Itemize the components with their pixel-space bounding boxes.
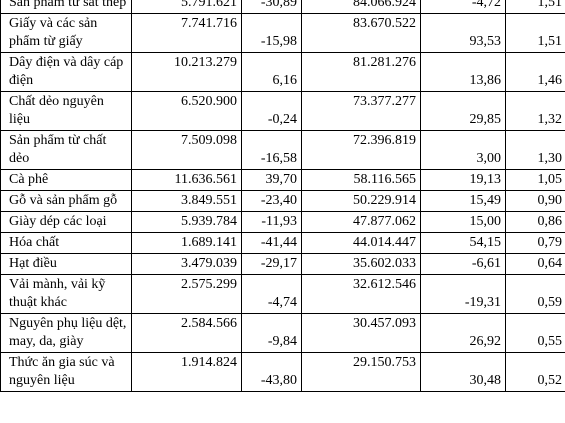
- value: 6.520.900: [131, 91, 242, 131]
- table-row: Gỗ và sản phẩm gỗ 3.849.551 -23,40 50.229.9…: [0, 190, 565, 212]
- share: 1,05: [505, 169, 565, 191]
- share: 1,51: [505, 13, 565, 53]
- product-name: Hóa chất: [0, 232, 132, 254]
- value: 2.584.566: [131, 313, 242, 353]
- product-name: Hạt điều: [0, 253, 132, 275]
- table-row: Giấy và các sản phẩm từ giấy 7.741.716 -15…: [0, 13, 565, 53]
- value: 84.066.924: [301, 0, 421, 14]
- change: -15,98: [241, 13, 302, 53]
- product-name: Giấy và các sản phẩm từ giấy: [0, 13, 132, 53]
- product-name: Cà phê: [0, 169, 132, 191]
- share: 0,79: [505, 232, 565, 254]
- share: 1,51: [505, 0, 565, 14]
- change: -4,72: [420, 0, 506, 14]
- change: -41,44: [241, 232, 302, 254]
- change: 29,85: [420, 91, 506, 131]
- product-name: Sản phẩm từ sắt thép: [0, 0, 132, 14]
- change: 13,86: [420, 52, 506, 92]
- table-row: Nguyên phụ liệu dệt, may, da, giày 2.584.…: [0, 313, 565, 353]
- table-row: Chất dẻo nguyên liệu 6.520.900 -0,24 73.377…: [0, 91, 565, 131]
- value: 29.150.753: [301, 352, 421, 392]
- value: 3.849.551: [131, 190, 242, 212]
- share: 0,52: [505, 352, 565, 392]
- product-name: Thức ăn gia súc và nguyên liệu: [0, 352, 132, 392]
- share: 0,86: [505, 211, 565, 233]
- change: -29,17: [241, 253, 302, 275]
- share: 0,59: [505, 274, 565, 314]
- share: 1,32: [505, 91, 565, 131]
- product-name: Vải mành, vải kỹ thuật khác: [0, 274, 132, 314]
- change: -9,84: [241, 313, 302, 353]
- change: 54,15: [420, 232, 506, 254]
- value: 72.396.819: [301, 130, 421, 170]
- table-row: Hóa chất 1.689.141 -41,44 44.014.447 54,15 0,…: [0, 232, 565, 254]
- value: 83.670.522: [301, 13, 421, 53]
- change: -30,89: [241, 0, 302, 14]
- table-row: Vải mành, vải kỹ thuật khác 2.575.299 -4,7…: [0, 274, 565, 314]
- value: 10.213.279: [131, 52, 242, 92]
- value: 50.229.914: [301, 190, 421, 212]
- table-row: Cà phê 11.636.561 39,70 58.116.565 19,13 1,05: [0, 169, 565, 191]
- share: 0,90: [505, 190, 565, 212]
- share: 1,46: [505, 52, 565, 92]
- change: -11,93: [241, 211, 302, 233]
- value: 1.689.141: [131, 232, 242, 254]
- value: 81.281.276: [301, 52, 421, 92]
- value: 5.791.621: [131, 0, 242, 14]
- share: 0,55: [505, 313, 565, 353]
- change: 30,48: [420, 352, 506, 392]
- change: -0,24: [241, 91, 302, 131]
- share: 0,64: [505, 253, 565, 275]
- value: 11.636.561: [131, 169, 242, 191]
- table-row: Giày dép các loại 5.939.784 -11,93 47.877.0…: [0, 211, 565, 233]
- table-body: Sản phẩm từ sắt thép 5.791.621 -30,89 84.06…: [0, 0, 565, 392]
- product-name: Nguyên phụ liệu dệt, may, da, giày: [0, 313, 132, 353]
- value: 73.377.277: [301, 91, 421, 131]
- data-table: Sản phẩm từ sắt thép 5.791.621 -30,89 84.06…: [0, 0, 565, 392]
- value: 30.457.093: [301, 313, 421, 353]
- table-row: Sản phẩm từ chất dẻo 7.509.098 -16,58 72.39…: [0, 130, 565, 170]
- change: -4,74: [241, 274, 302, 314]
- product-name: Giày dép các loại: [0, 211, 132, 233]
- change: -16,58: [241, 130, 302, 170]
- change: 19,13: [420, 169, 506, 191]
- value: 2.575.299: [131, 274, 242, 314]
- change: 6,16: [241, 52, 302, 92]
- value: 35.602.033: [301, 253, 421, 275]
- change: 15,00: [420, 211, 506, 233]
- change: -6,61: [420, 253, 506, 275]
- value: 47.877.062: [301, 211, 421, 233]
- change: 93,53: [420, 13, 506, 53]
- value: 7.509.098: [131, 130, 242, 170]
- change: -23,40: [241, 190, 302, 212]
- table-row: Dây điện và dây cáp điện 10.213.279 6,16 81…: [0, 52, 565, 92]
- change: -43,80: [241, 352, 302, 392]
- product-name: Gỗ và sản phẩm gỗ: [0, 190, 132, 212]
- table-row: Sản phẩm từ sắt thép 5.791.621 -30,89 84.06…: [0, 0, 565, 14]
- product-name: Chất dẻo nguyên liệu: [0, 91, 132, 131]
- change: 15,49: [420, 190, 506, 212]
- value: 44.014.447: [301, 232, 421, 254]
- product-name: Sản phẩm từ chất dẻo: [0, 130, 132, 170]
- value: 58.116.565: [301, 169, 421, 191]
- value: 32.612.546: [301, 274, 421, 314]
- table-row: Thức ăn gia súc và nguyên liệu 1.914.824-…: [0, 352, 565, 392]
- change: 3,00: [420, 130, 506, 170]
- change: -19,31: [420, 274, 506, 314]
- share: 1,30: [505, 130, 565, 170]
- table-row: Hạt điều 3.479.039 -29,17 35.602.033 -6,61 0,…: [0, 253, 565, 275]
- value: 3.479.039: [131, 253, 242, 275]
- value: 7.741.716: [131, 13, 242, 53]
- value: 5.939.784: [131, 211, 242, 233]
- value: 1.914.824: [131, 352, 242, 392]
- change: 39,70: [241, 169, 302, 191]
- product-name: Dây điện và dây cáp điện: [0, 52, 132, 92]
- change: 26,92: [420, 313, 506, 353]
